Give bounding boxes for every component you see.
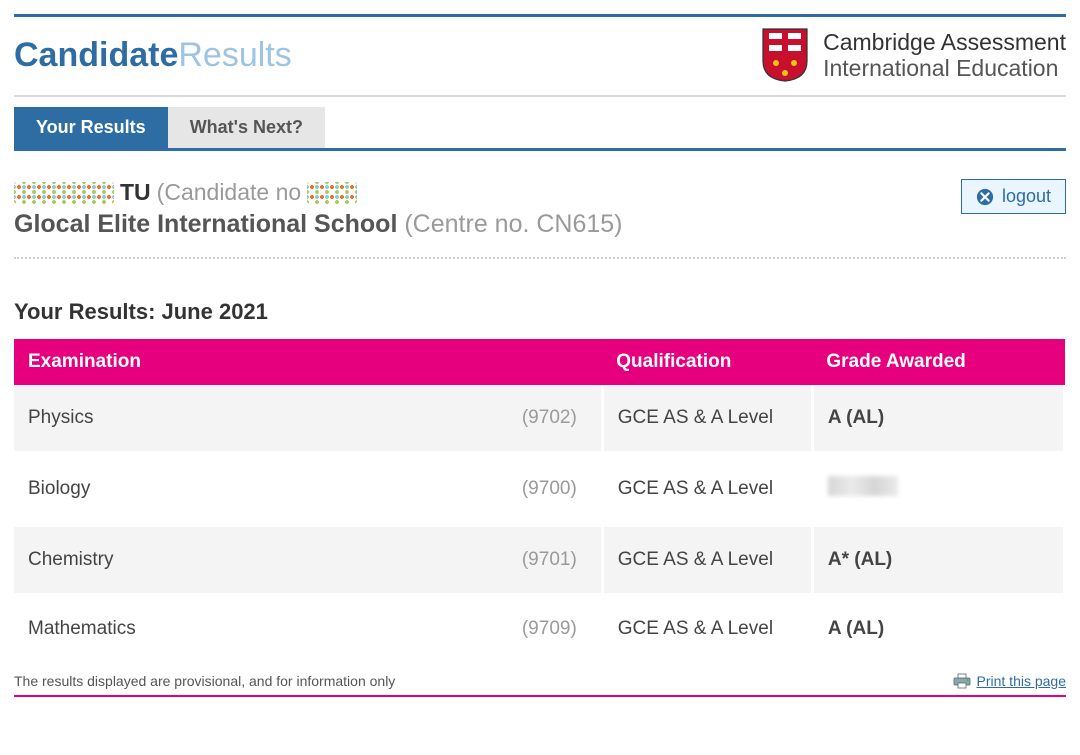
shield-icon [761, 27, 809, 83]
exam-code: (9700) [522, 478, 595, 500]
exam-cell: Chemistry (9701) [14, 526, 602, 595]
school-name: Glocal Elite International School [14, 210, 397, 238]
candidate-info: TU (Candidate no Glocal Elite Internatio… [14, 151, 1066, 259]
printer-icon [953, 673, 971, 689]
exam-name: Biology [28, 478, 90, 500]
brand-part1: Candidate [14, 36, 178, 74]
tabs: Your ResultsWhat's Next? [14, 107, 1066, 151]
results-table: Examination Qualification Grade Awarded … [14, 339, 1066, 665]
grade-cell: A (AL) [812, 385, 1064, 453]
qualification-cell: GCE AS & A Level [602, 453, 812, 526]
grade-cell: A (AL) [812, 595, 1064, 664]
exam-cell: Physics (9702) [14, 385, 602, 453]
exam-code: (9709) [522, 618, 595, 640]
th-examination: Examination [14, 339, 602, 385]
org-block: Cambridge Assessment International Educa… [761, 27, 1066, 83]
brand-logo: CandidateResults [14, 36, 292, 75]
th-grade: Grade Awarded [812, 339, 1064, 385]
org-line2: International Education [823, 55, 1066, 81]
footer: The results displayed are provisional, a… [14, 665, 1066, 697]
centre-no: (Centre no. CN615) [404, 210, 622, 238]
th-qualification: Qualification [602, 339, 812, 385]
qualification-cell: GCE AS & A Level [602, 526, 812, 595]
exam-name: Physics [28, 407, 93, 429]
exam-cell: Mathematics (9709) [14, 595, 602, 664]
redacted-block [14, 182, 114, 204]
candidate-surname: TU [120, 179, 151, 206]
table-row: Mathematics (9709) GCE AS & A LevelA (AL) [14, 595, 1065, 664]
qualification-cell: GCE AS & A Level [602, 595, 812, 664]
exam-cell: Biology (9700) [14, 453, 602, 526]
disclaimer-text: The results displayed are provisional, a… [14, 673, 395, 689]
org-line1: Cambridge Assessment [823, 29, 1066, 55]
exam-code: (9701) [522, 549, 595, 571]
print-label: Print this page [977, 673, 1067, 689]
grade-cell [812, 453, 1064, 526]
candidate-no-label: (Candidate no [157, 179, 302, 206]
close-circle-icon [976, 188, 994, 206]
tab-what-s-next[interactable]: What's Next? [168, 107, 325, 148]
table-row: Chemistry (9701) GCE AS & A LevelA* (AL) [14, 526, 1065, 595]
exam-code: (9702) [522, 407, 595, 429]
grade-cell: A* (AL) [812, 526, 1064, 595]
table-row: Biology (9700) GCE AS & A Level [14, 453, 1065, 526]
redacted-block [828, 476, 898, 496]
results-title: Your Results: June 2021 [14, 259, 1066, 339]
redacted-block [307, 182, 357, 204]
qualification-cell: GCE AS & A Level [602, 385, 812, 453]
table-row: Physics (9702) GCE AS & A LevelA (AL) [14, 385, 1065, 453]
print-link[interactable]: Print this page [953, 673, 1067, 689]
brand-part2: Results [178, 36, 291, 74]
logout-button[interactable]: logout [961, 179, 1066, 214]
tab-your-results[interactable]: Your Results [14, 107, 168, 148]
logout-label: logout [1002, 186, 1051, 207]
exam-name: Mathematics [28, 618, 136, 640]
header: CandidateResults Cambridge Assessment In… [14, 14, 1066, 97]
exam-name: Chemistry [28, 549, 114, 571]
